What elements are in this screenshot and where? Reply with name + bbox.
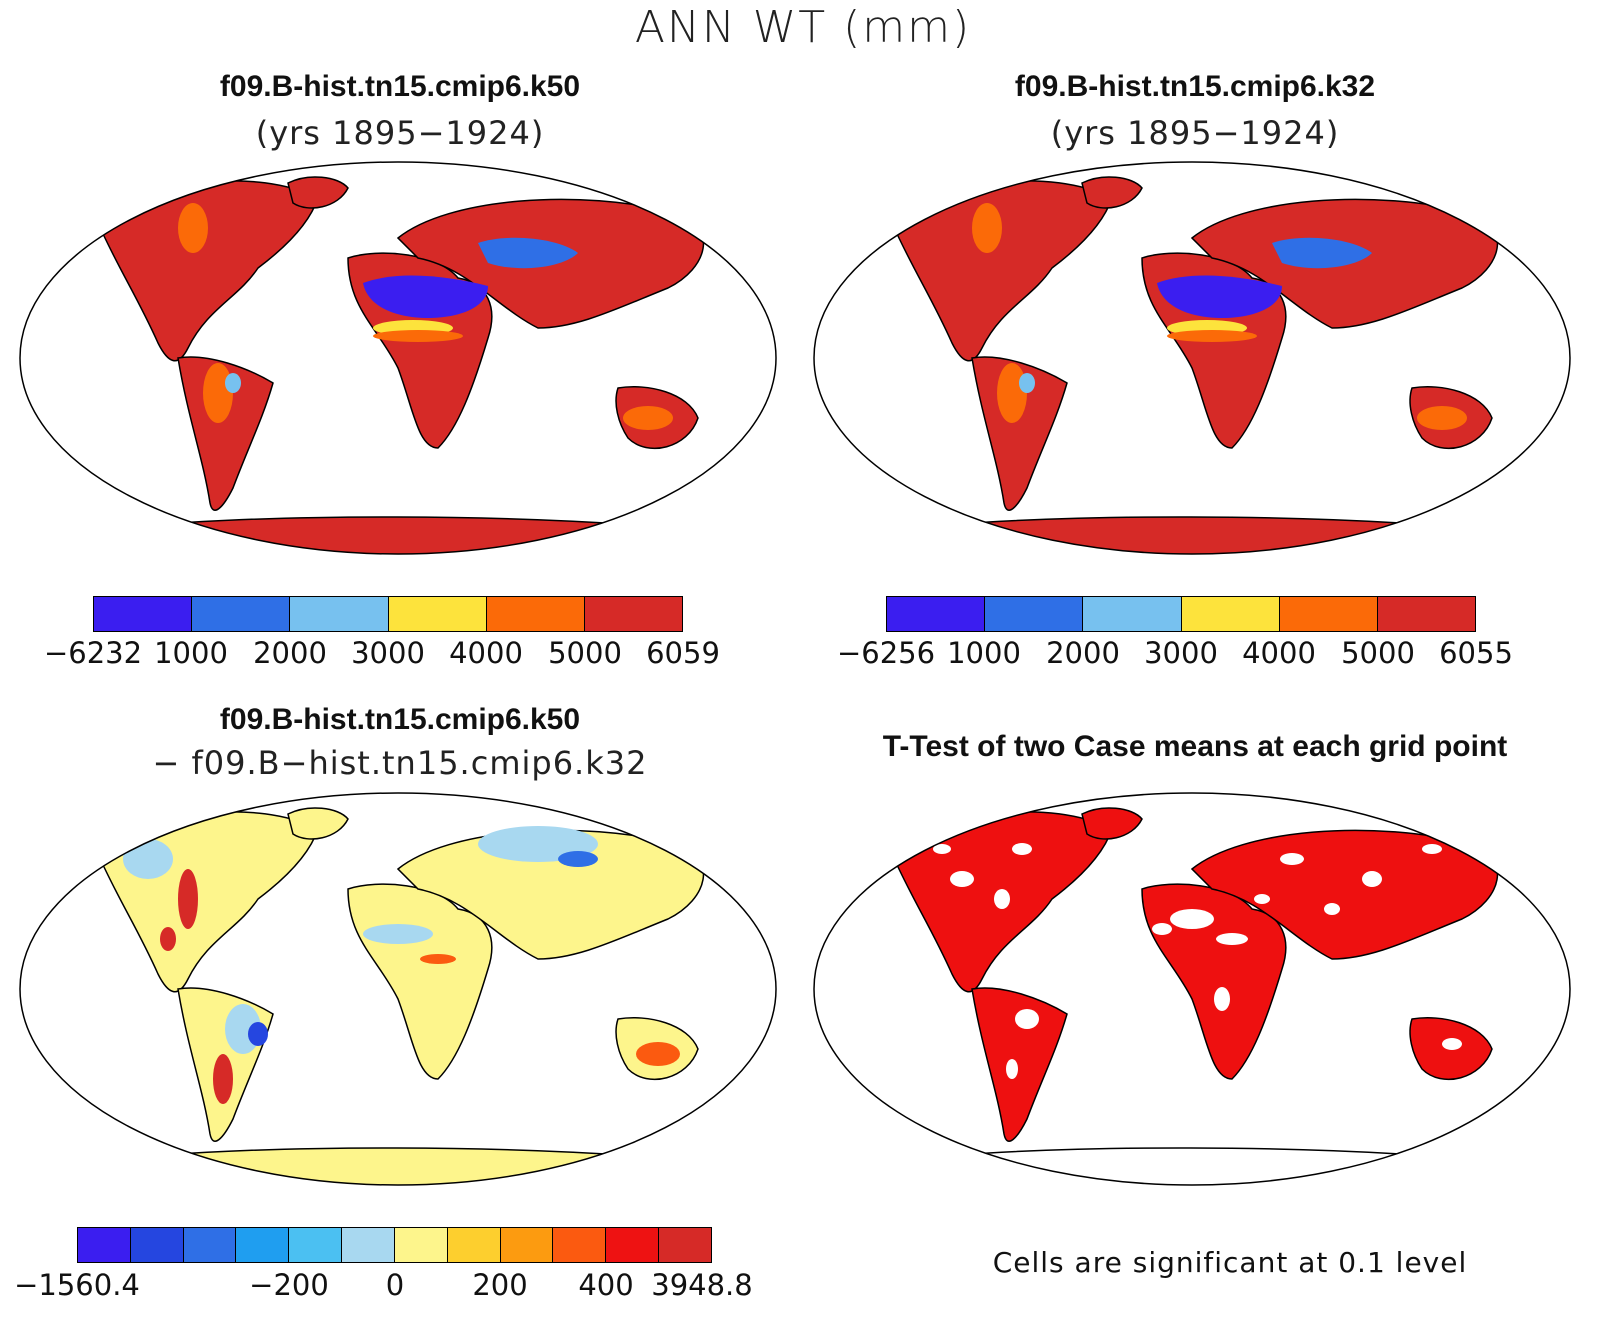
map-bottom-right <box>813 792 1571 1186</box>
colorbar-tick-label: 200 <box>472 1268 528 1302</box>
colorbar-segment <box>78 1228 131 1262</box>
colorbar-segment <box>94 597 193 631</box>
panel-subtitle-top-right: (yrs 1895−1924) <box>1050 114 1340 152</box>
panel-title-bottom-right: T-Test of two Case means at each grid po… <box>882 730 1508 763</box>
colorbar-tick-label: 3000 <box>351 636 425 670</box>
colorbar-labels-bottom-left: −1560.4 −200 0 200 400 3948.8 <box>14 1268 753 1304</box>
colorbar-segment <box>290 597 389 631</box>
colorbar-segment <box>553 1228 607 1262</box>
colorbar-segment <box>985 597 1084 631</box>
colorbar-tick-label: 3948.8 <box>651 1268 753 1302</box>
colorbar-tick-label: 1000 <box>947 636 1021 670</box>
panel-subtitle-bottom-left: − f09.B−hist.tn15.cmip6.k32 <box>152 744 648 782</box>
colorbar-segment <box>500 1228 554 1262</box>
colorbar-segment <box>236 1228 290 1262</box>
colorbar-tick-label: 3000 <box>1144 636 1218 670</box>
colorbar-tick-label: 5000 <box>1341 636 1415 670</box>
colorbar-tick-label: 1000 <box>154 636 228 670</box>
colorbar-segment <box>192 597 291 631</box>
land-bottom-left <box>97 807 705 1185</box>
colorbar-tick-label: 6055 <box>1439 636 1513 670</box>
map-top-left <box>19 161 777 555</box>
figure-title: ANN WT (mm) <box>634 2 972 53</box>
colorbar-top-right <box>886 596 1476 632</box>
dry-regions-top-left <box>178 203 673 430</box>
colorbar-segment <box>1083 597 1182 631</box>
colorbar-tick-label: 2000 <box>1046 636 1120 670</box>
colorbar-tick-label: 0 <box>385 1268 405 1302</box>
colorbar-segment <box>584 597 683 631</box>
map-bottom-left <box>19 792 777 1186</box>
dry-regions-top-right <box>972 203 1467 430</box>
colorbar-tick-label: −200 <box>249 1268 329 1302</box>
colorbar-segment <box>1377 597 1476 631</box>
colorbar-tick-label: 4000 <box>1242 636 1316 670</box>
colorbar-tick-label: 5000 <box>548 636 622 670</box>
colorbar-segment <box>342 1228 395 1262</box>
colorbar-bottom-left <box>77 1227 712 1263</box>
non-significant-cells <box>933 843 1462 1079</box>
colorbar-tick-label: 2000 <box>253 636 327 670</box>
colorbar-tick-label: −1560.4 <box>14 1268 140 1302</box>
panel-title-bottom-left: f09.B-hist.tn15.cmip6.k50 <box>219 703 581 736</box>
colorbar-segment <box>130 1228 184 1262</box>
panel-title-top-left: f09.B-hist.tn15.cmip6.k50 <box>219 70 581 103</box>
significance-note: Cells are significant at 0.1 level <box>992 1246 1468 1279</box>
colorbar-tick-label: 400 <box>578 1268 634 1302</box>
anomaly-patches-bottom-left <box>123 826 680 1104</box>
colorbar-tick-label: 4000 <box>449 636 523 670</box>
colorbar-segment <box>394 1228 448 1262</box>
colorbar-labels-top-right: −6256 1000 2000 3000 4000 5000 6055 <box>837 636 1513 672</box>
colorbar-segment <box>659 1228 711 1262</box>
colorbar-segment <box>1181 597 1280 631</box>
colorbar-tick-label: 6059 <box>646 636 720 670</box>
panel-title-top-right: f09.B-hist.tn15.cmip6.k32 <box>1014 70 1376 103</box>
colorbar-segment <box>183 1228 237 1262</box>
colorbar-tick-label: −6256 <box>836 636 936 670</box>
colorbar-segment <box>606 1228 660 1262</box>
colorbar-tick-label: −6232 <box>43 636 143 670</box>
colorbar-segment <box>1279 597 1378 631</box>
map-top-right <box>813 161 1571 555</box>
colorbar-segment <box>486 597 585 631</box>
colorbar-segment <box>289 1228 343 1262</box>
panel-subtitle-top-left: (yrs 1895−1924) <box>255 114 545 152</box>
colorbar-labels-top-left: −6232 1000 2000 3000 4000 5000 6059 <box>44 636 720 672</box>
colorbar-segment <box>887 597 986 631</box>
colorbar-segment <box>388 597 487 631</box>
land-bottom-right <box>891 807 1499 1185</box>
colorbar-top-left <box>93 596 683 632</box>
colorbar-segment <box>447 1228 501 1262</box>
